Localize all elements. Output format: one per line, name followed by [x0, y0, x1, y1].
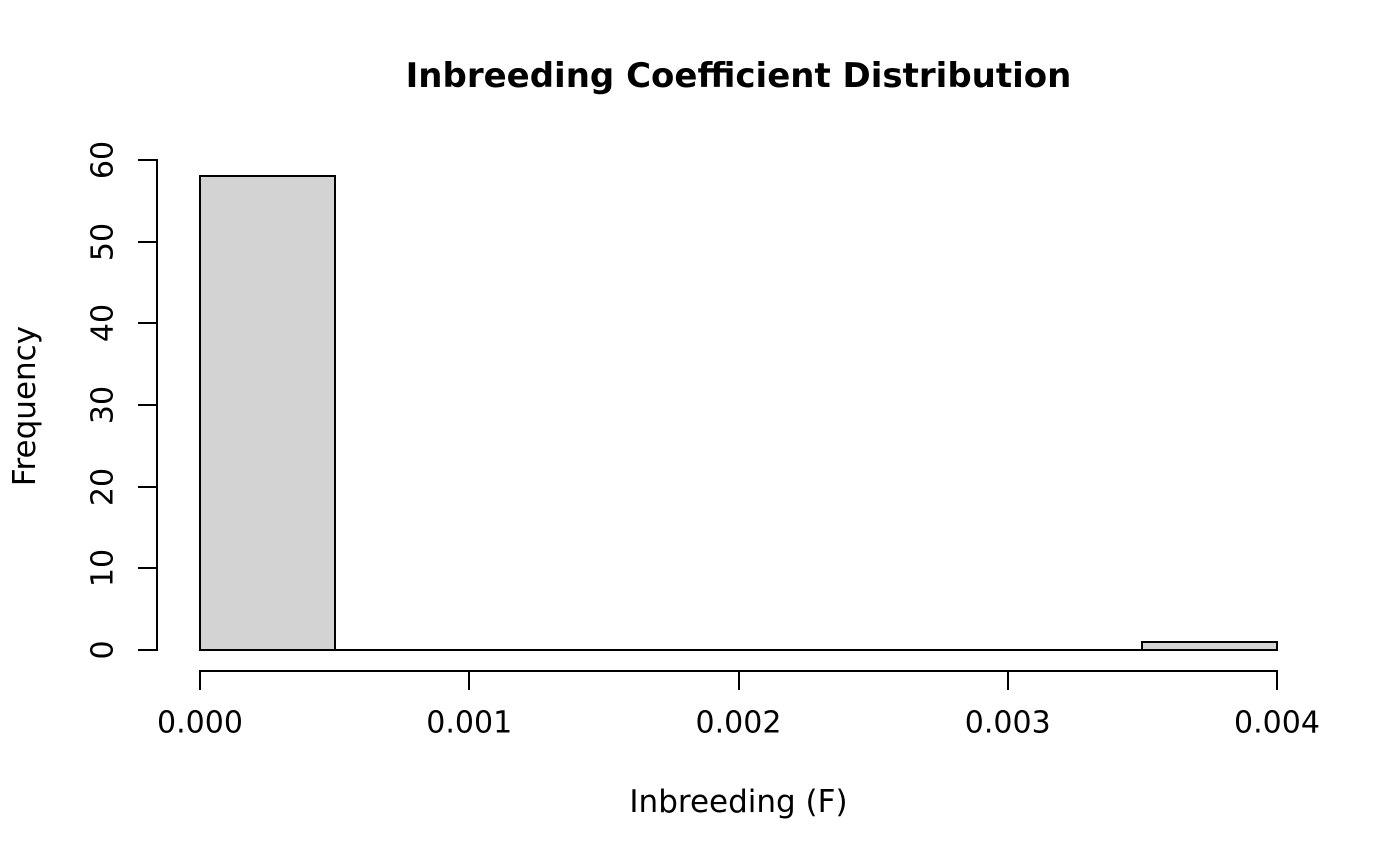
y-axis-tick [138, 567, 157, 570]
y-axis-tick [138, 240, 157, 243]
y-axis-tick [138, 404, 157, 406]
chart-title: Inbreeding Coefficient Distribution [405, 56, 1072, 96]
x-axis-tick [1276, 671, 1278, 690]
y-axis-tick [138, 159, 157, 161]
y-axis-tick-label: 30 [85, 385, 121, 425]
x-axis-label: Inbreeding (F) [629, 784, 848, 820]
y-axis-line [156, 159, 158, 651]
histogram-bar [1141, 640, 1278, 651]
y-axis-tick-label: 0 [85, 640, 121, 660]
y-axis-tick [138, 485, 157, 488]
x-axis-tick-label: 0.004 [1234, 705, 1320, 741]
y-axis-label: Frequency [7, 325, 43, 487]
x-axis-tick [737, 671, 740, 690]
x-axis-tick-label: 0.002 [695, 705, 782, 741]
x-axis-tick [199, 671, 201, 690]
x-axis-tick [468, 671, 471, 690]
histogram-baseline [199, 649, 1278, 651]
y-axis-tick [138, 322, 157, 325]
y-axis-tick-label: 50 [85, 222, 121, 261]
x-axis-tick [1006, 671, 1009, 690]
x-axis-tick-label: 0.000 [157, 705, 243, 741]
y-axis-tick-label: 10 [85, 549, 121, 588]
y-axis-tick [138, 649, 157, 651]
y-axis-tick-label: 60 [85, 140, 121, 180]
x-axis-tick-label: 0.001 [426, 705, 513, 741]
histogram-bar [199, 175, 336, 651]
y-axis-tick-label: 20 [85, 467, 121, 506]
x-axis-tick-label: 0.003 [964, 705, 1051, 741]
y-axis-tick-label: 40 [85, 304, 121, 343]
